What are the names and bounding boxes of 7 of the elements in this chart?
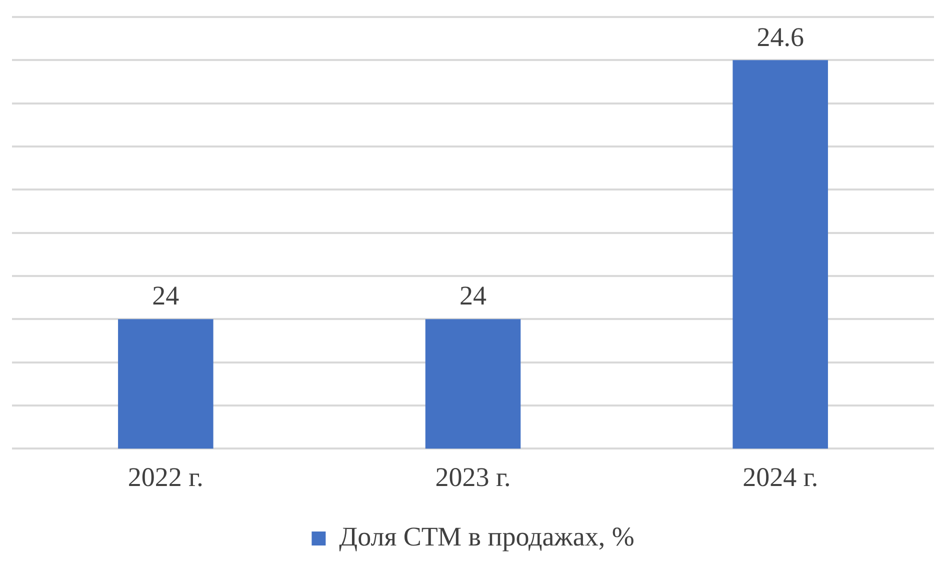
data-label: 24.6 [756,22,804,52]
data-label: 24 [152,280,180,311]
x-tick-label: 2022 г. [128,462,204,492]
x-tick-label: 2023 г. [435,462,511,492]
legend-label: Доля СТМ в продажах, % [339,522,634,552]
data-label: 24 [460,280,487,311]
x-tick-label: 2024 г. [742,462,818,492]
